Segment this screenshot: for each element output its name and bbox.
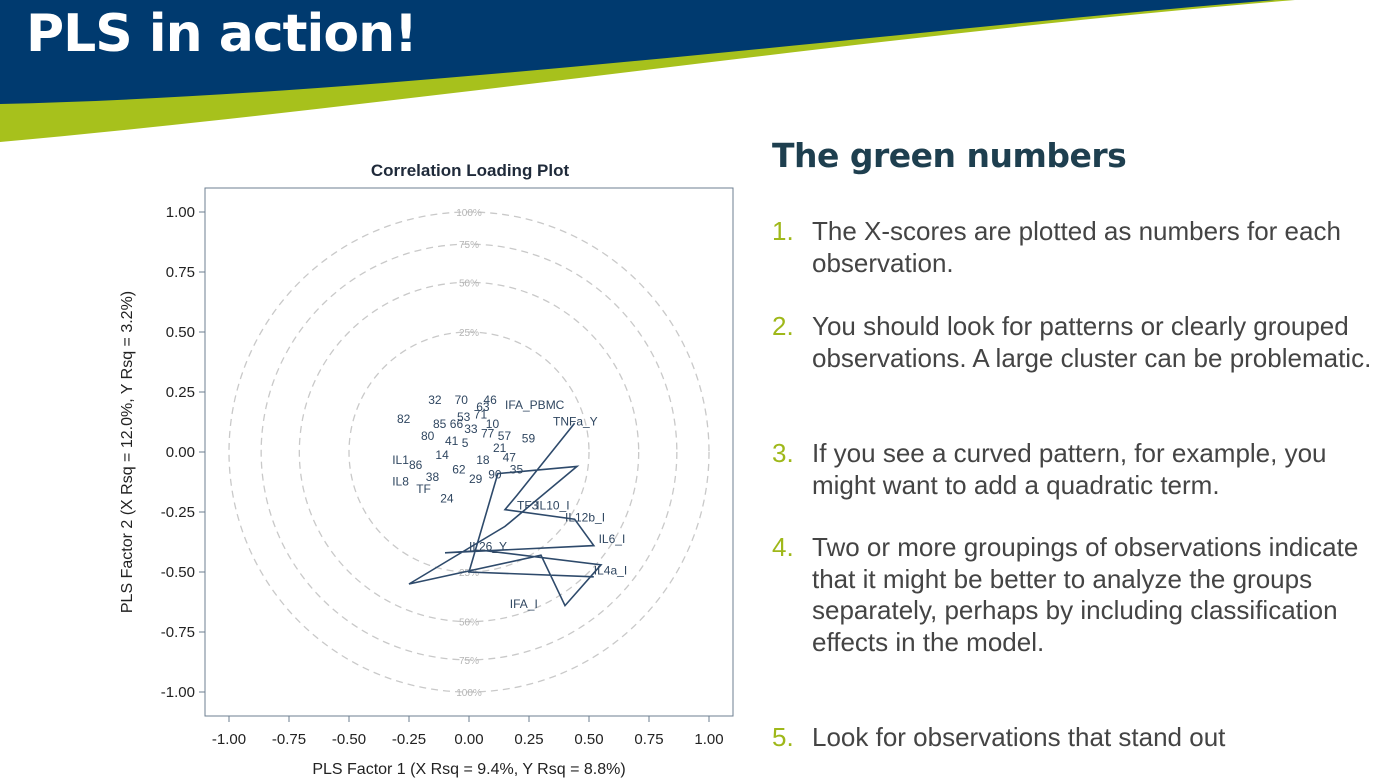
loading-point-label: IL10_I bbox=[536, 499, 569, 513]
note-number: 5. bbox=[772, 722, 794, 752]
x-tick-label: -0.50 bbox=[332, 731, 366, 748]
x-tick-label: 0.50 bbox=[574, 731, 603, 748]
loading-point-label: TNFa_Y bbox=[553, 415, 598, 429]
loading-point-label: 10 bbox=[486, 417, 500, 431]
y-tick-label: -0.50 bbox=[161, 564, 195, 581]
loading-point-label: 38 bbox=[426, 470, 440, 484]
note-number: 1. bbox=[772, 216, 794, 246]
loading-point-label: 14 bbox=[435, 448, 449, 462]
loading-point-label: 66 bbox=[450, 417, 464, 431]
loading-point-label: IL12b_I bbox=[565, 511, 605, 525]
loading-point-label: 5 bbox=[462, 436, 469, 450]
loading-point-label: 24 bbox=[440, 491, 454, 505]
loading-point-label: IL4a_I bbox=[594, 563, 627, 577]
loading-point-label: 82 bbox=[397, 412, 411, 426]
note-text: Look for observations that stand out bbox=[812, 722, 1226, 752]
section-heading: The green numbers bbox=[772, 136, 1127, 175]
loading-point-label: IL26_Y bbox=[469, 539, 507, 553]
note-text: You should look for patterns or clearly … bbox=[812, 311, 1372, 373]
loading-point-label: TF3 bbox=[517, 499, 539, 513]
reference-circle bbox=[260, 243, 678, 661]
note-number: 3. bbox=[772, 438, 794, 468]
note-number: 2. bbox=[772, 311, 794, 341]
note-item-2: 2. You should look for patterns or clear… bbox=[772, 311, 1372, 374]
title-banner bbox=[0, 0, 1295, 142]
reference-circle bbox=[348, 331, 590, 573]
loading-point-label: TF bbox=[416, 482, 431, 496]
reference-circle bbox=[298, 281, 640, 623]
circle-label-bottom: 75% bbox=[459, 656, 479, 667]
observation-connector-path bbox=[408, 422, 603, 608]
loading-point-label: 29 bbox=[469, 472, 483, 486]
plot-frame bbox=[204, 187, 734, 717]
circle-label-bottom: 100% bbox=[456, 688, 482, 699]
loading-point-label: 86 bbox=[409, 458, 423, 472]
note-item-4: 4. Two or more groupings of observations… bbox=[772, 532, 1372, 658]
note-number: 4. bbox=[772, 532, 794, 562]
y-tick-label: -0.75 bbox=[161, 624, 195, 641]
banner-background bbox=[0, 0, 1275, 104]
x-tick-label: 0.00 bbox=[454, 731, 483, 748]
banner-accent-swoosh bbox=[0, 0, 1295, 142]
y-axis-label: PLS Factor 2 (X Rsq = 12.0%, Y Rsq = 3.2… bbox=[119, 291, 136, 613]
loading-point-label: IL1 bbox=[392, 453, 409, 467]
x-tick-label: 0.25 bbox=[514, 731, 543, 748]
note-item-1: 1. The X-scores are plotted as numbers f… bbox=[772, 216, 1372, 279]
y-tick-label: -1.00 bbox=[161, 684, 195, 701]
chart-title: Correlation Loading Plot bbox=[371, 161, 570, 180]
loading-point-label: 71 bbox=[474, 407, 488, 421]
slide-title: PLS in action! bbox=[26, 4, 418, 64]
circle-label-bottom: 50% bbox=[459, 618, 479, 629]
circle-label-top: 100% bbox=[456, 208, 482, 219]
y-tick-label: 0.50 bbox=[166, 324, 195, 341]
loading-point-label: IL8 bbox=[392, 475, 409, 489]
circle-label-top: 50% bbox=[459, 278, 479, 289]
note-item-5: 5. Look for observations that stand out bbox=[772, 722, 1372, 754]
x-tick-label: 1.00 bbox=[694, 731, 723, 748]
loading-point-label: 47 bbox=[503, 451, 517, 465]
note-text: Two or more groupings of observations in… bbox=[812, 532, 1359, 657]
loading-point-label: 62 bbox=[452, 463, 466, 477]
circle-label-top: 75% bbox=[459, 240, 479, 251]
y-tick-label: 0.00 bbox=[166, 444, 195, 461]
loading-point-label: 77 bbox=[481, 427, 495, 441]
x-tick-label: -0.25 bbox=[392, 731, 426, 748]
x-tick-label: -1.00 bbox=[212, 731, 246, 748]
y-tick-label: 1.00 bbox=[166, 204, 195, 221]
circle-label-top: 25% bbox=[459, 328, 479, 339]
loading-point-label: 85 bbox=[433, 417, 447, 431]
loading-point-label: 18 bbox=[476, 453, 490, 467]
loading-point-label: 59 bbox=[522, 431, 536, 445]
loading-point-label: IFA_I bbox=[510, 597, 538, 611]
circle-label-bottom: 25% bbox=[459, 568, 479, 579]
loading-point-label: 41 bbox=[445, 434, 459, 448]
loading-point-label: 57 bbox=[498, 429, 512, 443]
loading-point-label: 63 bbox=[476, 400, 490, 414]
y-tick-label: 0.25 bbox=[166, 384, 195, 401]
y-tick-label: 0.75 bbox=[166, 264, 195, 281]
reference-circle bbox=[228, 211, 710, 693]
loading-point-label: 70 bbox=[455, 393, 469, 407]
loading-point-label: IL6_I bbox=[599, 532, 626, 546]
y-tick-label: -0.25 bbox=[161, 504, 195, 521]
loading-point-label: 32 bbox=[428, 393, 442, 407]
loading-point-label: IFA_PBMC bbox=[505, 398, 565, 412]
loading-point-label: 46 bbox=[483, 393, 497, 407]
note-item-3: 3. If you see a curved pattern, for exam… bbox=[772, 438, 1372, 501]
loading-point-label: 90 bbox=[488, 467, 502, 481]
x-axis-label: PLS Factor 1 (X Rsq = 9.4%, Y Rsq = 8.8%… bbox=[312, 761, 625, 778]
note-text: The X-scores are plotted as numbers for … bbox=[812, 216, 1341, 278]
loading-point-label: 80 bbox=[421, 429, 435, 443]
loading-point-label: 21 bbox=[493, 441, 507, 455]
x-tick-label: 0.75 bbox=[634, 731, 663, 748]
loading-point-label: 35 bbox=[510, 463, 524, 477]
note-text: If you see a curved pattern, for example… bbox=[812, 438, 1327, 500]
correlation-loading-plot: Correlation Loading Plot 100% 100% 75% 75% 5… bbox=[119, 161, 734, 778]
loading-point-label: 33 bbox=[464, 422, 478, 436]
loading-point-label: 53 bbox=[457, 410, 471, 424]
x-tick-label: -0.75 bbox=[272, 731, 306, 748]
